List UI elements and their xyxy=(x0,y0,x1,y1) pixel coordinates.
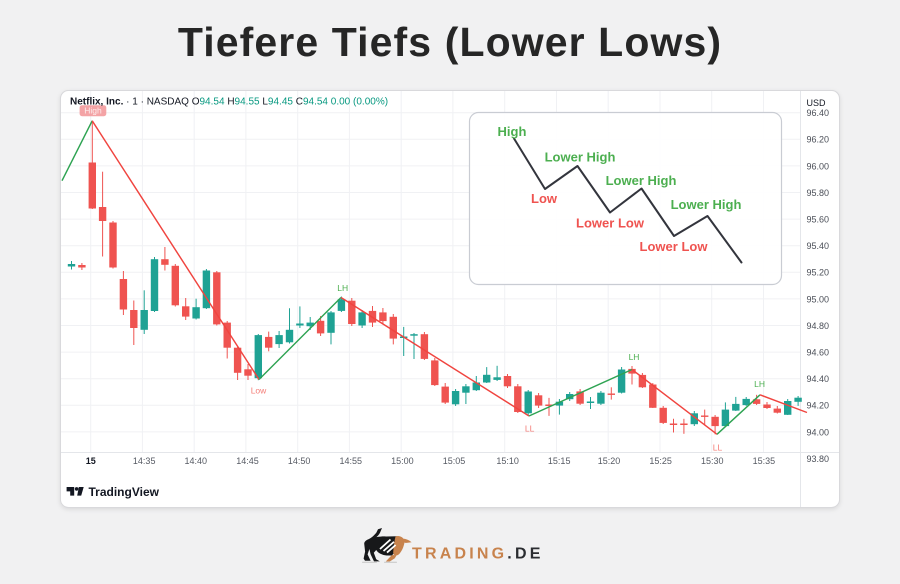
svg-text:USD: USD xyxy=(807,98,827,108)
svg-text:TRADING.DE: TRADING.DE xyxy=(412,546,544,563)
svg-text:Lower High: Lower High xyxy=(545,150,616,165)
svg-text:14:55: 14:55 xyxy=(340,456,363,466)
svg-text:95.80: 95.80 xyxy=(807,188,830,198)
svg-text:94.20: 94.20 xyxy=(807,401,830,411)
svg-text:Lower High: Lower High xyxy=(671,197,742,212)
svg-text:LL: LL xyxy=(713,443,723,453)
svg-text:95.20: 95.20 xyxy=(807,268,830,278)
svg-text:Lower Low: Lower Low xyxy=(640,239,709,254)
svg-text:15:25: 15:25 xyxy=(649,456,672,466)
svg-text:94.60: 94.60 xyxy=(807,348,830,358)
svg-text:15:00: 15:00 xyxy=(391,456,414,466)
svg-text:15:10: 15:10 xyxy=(496,456,519,466)
svg-text:LL: LL xyxy=(525,424,535,434)
svg-text:LH: LH xyxy=(754,379,765,389)
svg-text:94.80: 94.80 xyxy=(807,321,830,331)
svg-text:LH: LH xyxy=(629,352,640,362)
svg-text:94.00: 94.00 xyxy=(807,427,830,437)
svg-text:15:35: 15:35 xyxy=(753,456,776,466)
svg-text:15:05: 15:05 xyxy=(443,456,466,466)
svg-text:93.80: 93.80 xyxy=(807,454,830,464)
svg-text:95.60: 95.60 xyxy=(807,215,830,225)
svg-text:14:35: 14:35 xyxy=(133,456,156,466)
svg-text:14:40: 14:40 xyxy=(185,456,208,466)
svg-text:14:50: 14:50 xyxy=(288,456,311,466)
svg-text:High: High xyxy=(84,105,102,115)
svg-text:15:15: 15:15 xyxy=(548,456,571,466)
svg-text:Lower High: Lower High xyxy=(606,173,677,188)
svg-text:Lower Low: Lower Low xyxy=(576,216,645,231)
svg-text:96.00: 96.00 xyxy=(807,161,830,171)
svg-text:15: 15 xyxy=(86,456,96,466)
svg-text:Low: Low xyxy=(251,385,267,395)
svg-text:TradingView: TradingView xyxy=(89,485,160,499)
svg-text:LH: LH xyxy=(337,283,348,293)
svg-text:14:45: 14:45 xyxy=(236,456,259,466)
svg-text:Netflix, Inc. · 1 · NASDAQ O94: Netflix, Inc. · 1 · NASDAQ O94.54 H94.55… xyxy=(70,97,388,108)
svg-text:15:30: 15:30 xyxy=(701,456,724,466)
svg-text:15:20: 15:20 xyxy=(598,456,621,466)
svg-text:High: High xyxy=(498,124,527,139)
svg-text:95.00: 95.00 xyxy=(807,294,830,304)
svg-text:96.20: 96.20 xyxy=(807,135,830,145)
svg-text:Low: Low xyxy=(531,191,558,206)
svg-text:94.40: 94.40 xyxy=(807,374,830,384)
svg-text:95.40: 95.40 xyxy=(807,241,830,251)
svg-text:96.40: 96.40 xyxy=(807,108,830,118)
